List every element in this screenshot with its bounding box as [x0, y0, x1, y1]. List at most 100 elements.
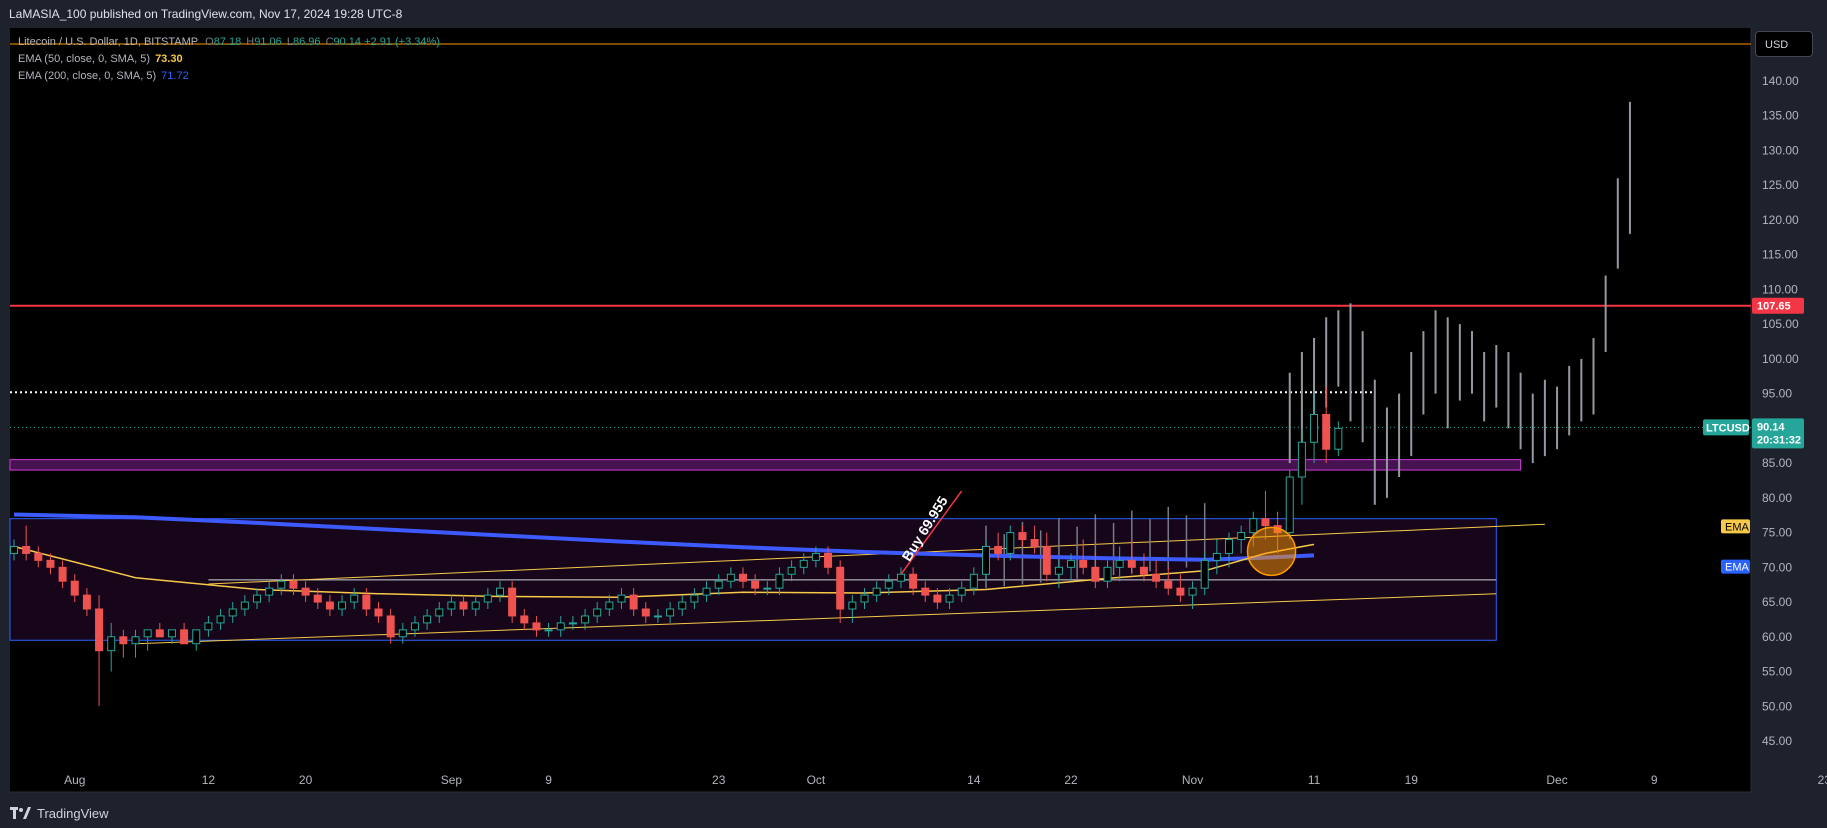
y-tick-label: 125.00 [1762, 178, 1799, 192]
x-tick-label: 9 [1651, 773, 1658, 787]
chart-pane[interactable] [10, 28, 1751, 792]
candle-body [155, 629, 164, 638]
candle-body [969, 573, 978, 589]
candle-body [447, 601, 456, 610]
candle-body [921, 587, 930, 596]
candle-body [1152, 573, 1161, 582]
legend-ema200-row[interactable]: EMA (200, close, 0, SMA, 5) 71.72 [18, 68, 440, 85]
x-tick-label: Sep [441, 773, 463, 787]
x-tick-label: 12 [202, 773, 216, 787]
candle-body [350, 594, 359, 603]
candle-body [471, 601, 480, 610]
candle-body [581, 615, 590, 624]
candle-body [192, 629, 201, 645]
candle-body [1285, 476, 1294, 534]
candle-body [605, 601, 614, 610]
candle-body [763, 587, 772, 590]
candle-body [1091, 566, 1100, 582]
candle-body [799, 559, 808, 568]
candle-body [1212, 552, 1221, 561]
currency-button[interactable]: USD [1755, 31, 1813, 57]
ema200-value: 71.72 [161, 70, 189, 82]
candle-body [1297, 441, 1306, 478]
candle-body [496, 587, 504, 596]
y-tick-label: 110.00 [1762, 282, 1798, 296]
candle-body [1249, 518, 1258, 534]
ohlc-readout: O87.18 H91.06 L86.96 C90.14 +2.91 (+3.34… [203, 34, 440, 51]
buy-arrow-line [900, 490, 963, 575]
last-price-tag-text: 90.14 [1757, 421, 1785, 433]
candle-body [204, 622, 213, 631]
x-tick-label: 11 [1308, 773, 1321, 787]
candle-body [70, 580, 79, 596]
candle-body [1006, 532, 1015, 554]
last-price-tag-bg [1752, 418, 1804, 449]
close-label: C [325, 36, 334, 48]
candle-body [945, 594, 954, 603]
candle-body [240, 601, 249, 610]
candle-body [593, 608, 602, 617]
candle-body [216, 615, 225, 624]
ema200-tag-bg [1721, 559, 1750, 574]
candle-body [1079, 559, 1088, 568]
candle-body [423, 615, 432, 624]
legend-ema50-row[interactable]: EMA (50, close, 0, SMA, 5) 73.30 [18, 51, 440, 68]
candle-body [811, 552, 820, 561]
candle-body [629, 594, 638, 610]
close-value: 90.14 [333, 36, 362, 48]
candle-body [739, 573, 747, 582]
candle-body [167, 629, 176, 638]
x-tick-label: 9 [545, 773, 552, 787]
resistance-price-tag-text: 107.65 [1757, 301, 1791, 313]
candle-body [483, 594, 492, 603]
candle-body [1042, 545, 1051, 575]
candle-body [617, 594, 626, 603]
ema50-label: EMA (50, close, 0, SMA, 5) [18, 53, 151, 65]
y-tick-label: 100.00 [1762, 352, 1799, 366]
candle-body [653, 615, 662, 618]
candle-body [1200, 559, 1209, 589]
candle-body [107, 636, 116, 652]
candle-body [1237, 532, 1246, 541]
tradingview-logo[interactable]: TradingView [10, 806, 109, 821]
candle-body [180, 629, 189, 645]
y-tick-label: 75.00 [1762, 526, 1792, 540]
legend-symbol-row: Litecoin / U.S. Dollar, 1D, BITSTAMP O87… [18, 34, 440, 51]
candle-body [556, 622, 565, 631]
candle-body [1115, 559, 1124, 568]
candle-body [1188, 587, 1197, 596]
candle-body [532, 622, 541, 631]
candle-body [860, 594, 869, 603]
candle-body [143, 629, 152, 638]
x-tick-label: 19 [1405, 773, 1419, 787]
candle-body [313, 594, 322, 603]
y-tick-label: 80.00 [1762, 491, 1792, 505]
candle-body [933, 594, 942, 603]
ema50-value: 73.30 [155, 53, 183, 65]
candle-body [34, 552, 43, 561]
candle-body [702, 587, 711, 596]
candle-body [119, 636, 128, 645]
symbol-name[interactable]: Litecoin / U.S. Dollar, 1D, BITSTAMP [18, 36, 199, 48]
candle-body [568, 622, 577, 625]
ema200-label: EMA (200, close, 0, SMA, 5) [18, 70, 157, 82]
candle-body [678, 601, 687, 610]
candle-body [228, 608, 237, 617]
y-tick-label: 105.00 [1762, 317, 1799, 331]
candle-body [994, 545, 1003, 554]
ticker-tag: LTCUSD [1706, 422, 1750, 434]
candle-body [848, 601, 857, 610]
candle-body [301, 587, 310, 596]
last-price-tag-text: 20:31:32 [1757, 434, 1801, 446]
candle-body [982, 545, 990, 575]
candle-body [338, 601, 347, 610]
candle-body [1164, 580, 1173, 589]
x-tick-label: 20 [299, 773, 313, 787]
y-tick-label: 120.00 [1762, 213, 1799, 227]
highlight-circle [1246, 526, 1297, 577]
resistance-price-tag-bg [1752, 297, 1804, 314]
candle-body [82, 594, 91, 610]
candle-body [787, 566, 796, 575]
x-tick-label: 14 [967, 773, 981, 787]
